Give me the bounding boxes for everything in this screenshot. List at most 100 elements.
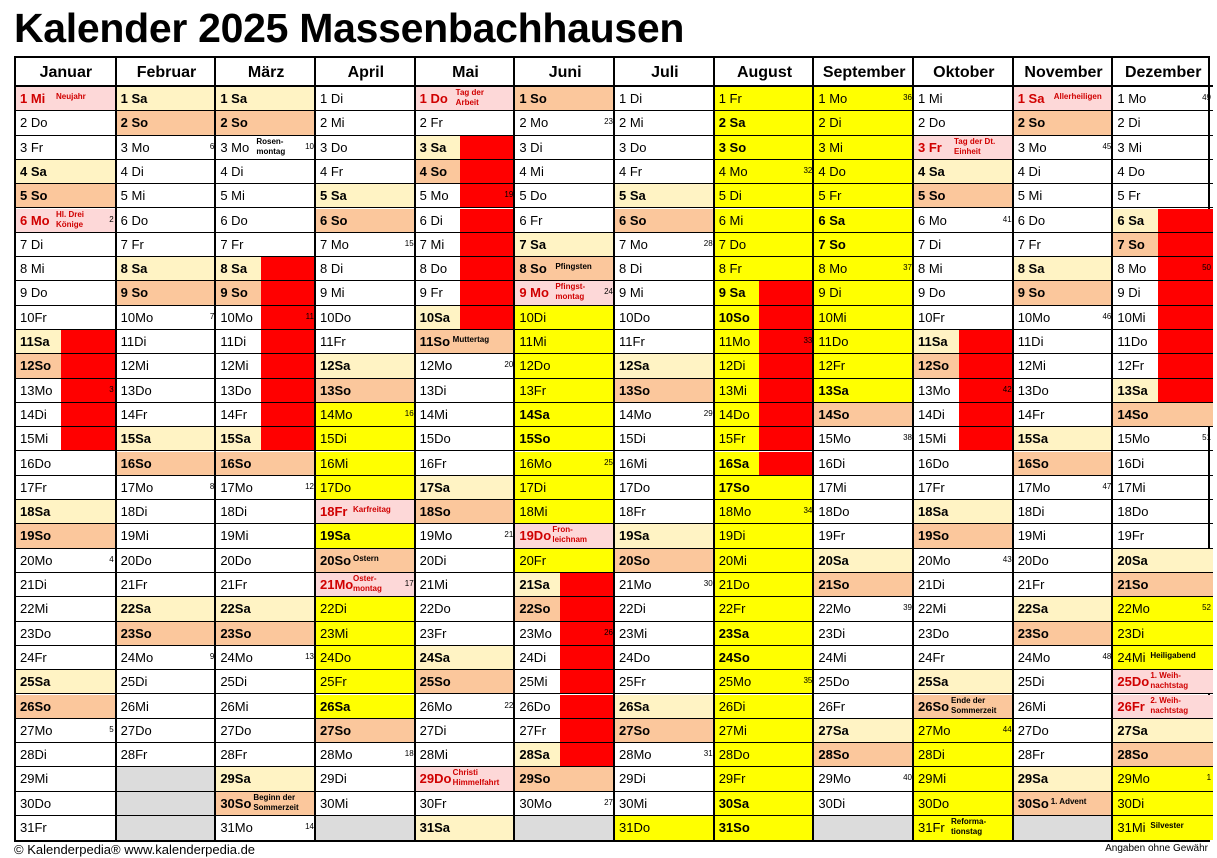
day-label: 24So	[718, 649, 750, 665]
day-label: 28Mo	[320, 747, 353, 763]
week-number: 23	[604, 117, 613, 127]
day-label: 14So	[818, 406, 850, 422]
day-label: 1 Fr	[718, 91, 742, 106]
day-cell: 11Mo 33	[714, 330, 815, 355]
day-label: 19Fr	[818, 528, 846, 544]
marker-block	[958, 378, 1014, 402]
marker-block	[759, 427, 815, 451]
day-label: 26So	[20, 698, 52, 714]
day-label: 29Di	[320, 771, 347, 787]
day-cell: 23Do	[16, 622, 116, 646]
day-cell: 23Mi	[316, 621, 416, 646]
event-label: Rosen-montag	[256, 136, 286, 156]
marker-block	[260, 330, 316, 354]
day-cell: 3 Fr	[16, 136, 116, 160]
marker-block	[560, 743, 615, 767]
day-cell: 29Sa	[216, 767, 316, 792]
day-cell: 3 Mi	[1113, 136, 1214, 160]
day-cell: 21Di	[914, 573, 1014, 598]
week-number: 2	[109, 214, 114, 224]
day-cell: 7 Fr	[216, 233, 316, 258]
day-cell: 20Sa	[1113, 548, 1214, 573]
week-number: 34	[803, 506, 813, 516]
day-cell: 28Fr	[216, 743, 316, 768]
day-label: 13Mo	[918, 382, 951, 398]
day-cell: 14Mo 29	[615, 403, 715, 428]
day-cell: 25Do 1. Weih-nachtstag	[1113, 670, 1214, 695]
day-label: 16Mo	[519, 455, 552, 471]
day-cell: 16Mo 25	[515, 451, 615, 476]
holiday-label: Fron-leichnam	[552, 525, 588, 545]
day-cell: 29Fr	[714, 767, 815, 792]
day-cell: 6 Do	[1013, 209, 1114, 233]
day-label: 12Fr	[1117, 358, 1145, 374]
day-cell: 3 Do	[615, 136, 715, 160]
day-cell: 12Mo 20	[415, 354, 516, 379]
day-cell: 12Mi	[1013, 354, 1114, 379]
day-cell: 7 So	[1113, 232, 1214, 258]
day-cell: 27Do	[1013, 719, 1114, 744]
day-label: 10Mo	[220, 309, 253, 325]
day-label: 2 Sa	[718, 115, 746, 131]
day-cell: 10Fr	[16, 306, 116, 330]
day-cell: 3 Mo Rosen-montag 10	[216, 136, 316, 160]
day-label: 4 Mi	[519, 163, 544, 179]
day-cell: 15Mi	[914, 427, 1014, 452]
day-label: 22So	[519, 601, 551, 617]
day-label: 5 Mi	[220, 188, 245, 204]
day-cell: 4 Mo 32	[714, 159, 815, 185]
day-label: 13Do	[1017, 382, 1049, 398]
day-label: 15Sa	[220, 431, 251, 447]
day-label: 16Di	[1117, 455, 1145, 471]
day-label: 10Sa	[419, 309, 451, 325]
day-cell: 19Do Fron-leichnam	[515, 524, 615, 549]
day-label: 14Fr	[220, 406, 248, 422]
day-cell: 12Mi	[116, 354, 217, 379]
day-label: 10Mi	[1117, 309, 1146, 325]
day-cell: 5 Mi	[216, 184, 316, 209]
marker-block	[460, 159, 516, 184]
day-label: 25Sa	[20, 674, 51, 690]
month-header: Mai	[415, 58, 516, 87]
day-label: 19Sa	[320, 528, 351, 544]
day-label: 17Fr	[918, 479, 945, 495]
day-cell: 29Do Christi Himmelfahrt	[415, 767, 516, 792]
day-label: 11Mo	[718, 334, 751, 349]
day-label: 18Di	[220, 504, 248, 520]
day-cell: 9 Di	[814, 281, 915, 306]
day-cell: 23So	[116, 621, 217, 646]
day-cell: 5 Mi	[116, 184, 217, 209]
day-label: 11Sa	[20, 334, 50, 349]
day-label: 13Mi	[718, 382, 747, 398]
day-label: 27Mi	[718, 722, 747, 738]
week-number: 43	[1002, 554, 1012, 564]
week-number: 22	[504, 700, 514, 710]
day-cell: 15Mo 51	[1113, 427, 1214, 452]
marker-block	[460, 257, 516, 281]
day-cell: 18Di	[116, 500, 217, 525]
marker-block	[958, 330, 1014, 354]
day-label: 2 Do	[918, 115, 946, 131]
week-number: 20	[504, 360, 514, 370]
day-cell: 9 Di	[1113, 281, 1214, 306]
day-label: 23Mo	[519, 625, 552, 641]
day-cell: 26Do	[515, 694, 615, 719]
marker-block	[759, 281, 815, 305]
day-label: 12Mi	[120, 358, 149, 374]
day-cell: 22Di	[615, 597, 715, 622]
day-label: 23Mi	[619, 625, 648, 641]
marker-block	[460, 208, 516, 232]
day-label: 24Mo	[1017, 649, 1051, 665]
day-label: 13Do	[220, 382, 252, 398]
day-label: 11Do	[1117, 334, 1148, 349]
day-cell: 8 Di	[316, 257, 416, 282]
marker-block	[560, 670, 615, 694]
day-label: 19Sa	[619, 528, 650, 544]
marker-block	[460, 184, 516, 208]
day-label: 23Sa	[718, 625, 750, 641]
day-cell: 27Sa	[814, 718, 915, 744]
day-label: 17Fr	[20, 479, 47, 495]
day-cell: 2 Mi	[316, 111, 416, 136]
day-cell: 22Di	[316, 597, 416, 622]
day-label: 31Fr	[20, 820, 47, 835]
